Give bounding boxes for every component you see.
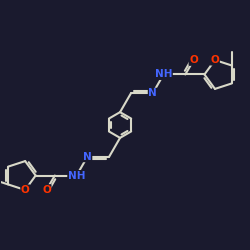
Text: NH: NH: [155, 70, 172, 80]
Text: O: O: [210, 55, 219, 65]
Text: O: O: [189, 55, 198, 65]
Text: N: N: [83, 152, 92, 162]
Text: O: O: [42, 185, 51, 195]
Text: NH: NH: [68, 170, 85, 180]
Text: O: O: [21, 185, 30, 195]
Text: N: N: [148, 88, 157, 98]
